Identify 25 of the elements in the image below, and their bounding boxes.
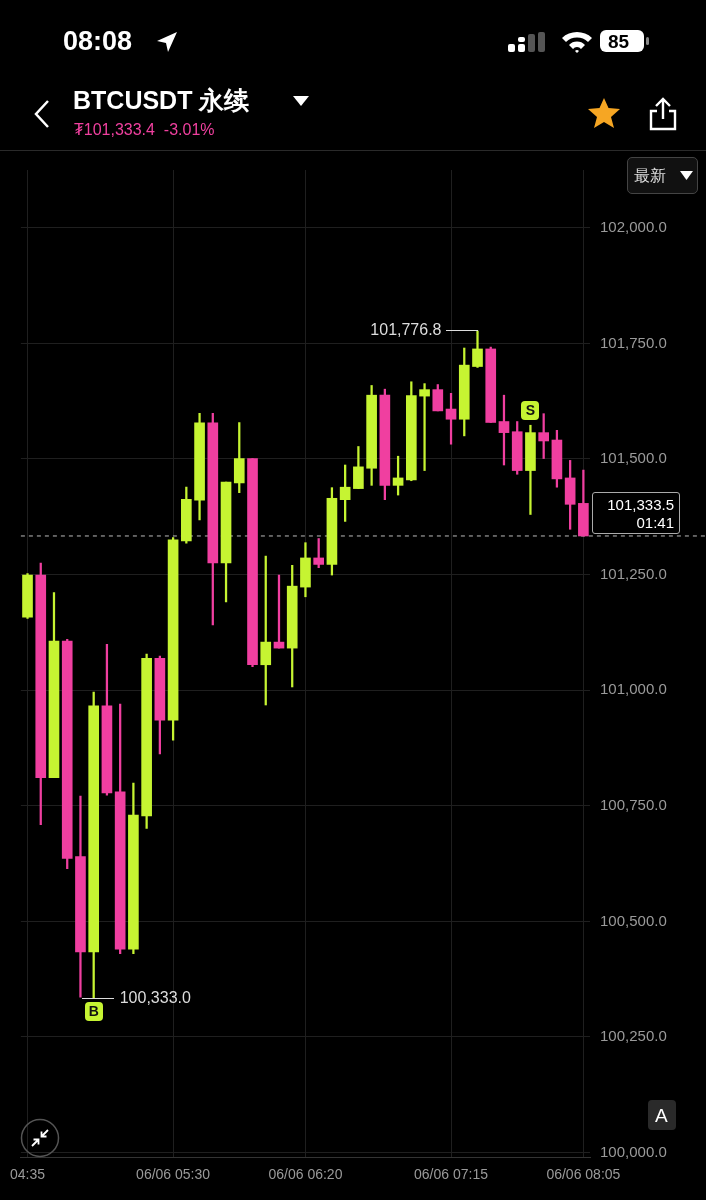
y-tick-label: 100,500.0 <box>600 911 667 929</box>
y-tick-label: 101,500.0 <box>600 449 667 467</box>
x-tick-label: 06/06 08:05 <box>546 1166 621 1183</box>
text: 08:08 <box>63 26 133 57</box>
price-box: 101,333.5 01:41 <box>592 491 680 534</box>
x-tick-label: 06/06 07:15 <box>414 1166 489 1183</box>
ref-line-label: 101,333.5 <box>607 495 674 513</box>
x-tick-label: 04:35 <box>9 1166 46 1183</box>
y-tick-label: 102,000.0 <box>600 217 667 235</box>
y-tick-label: 100,000.0 <box>600 1142 667 1160</box>
y-tick-label: 100,250.0 <box>600 1027 667 1045</box>
menu-button: 最新 <box>627 157 698 194</box>
auto-button: A <box>648 1100 676 1130</box>
letter-badge: S <box>521 401 540 421</box>
annotation: 101,776.8 <box>370 321 442 339</box>
y-tick-label: 101,250.0 <box>600 564 667 582</box>
chart-title: BTCUSDT 永续 <box>73 85 250 116</box>
annotation: 100,333.0 <box>119 988 191 1007</box>
x-tick-label: 06/06 06:20 <box>268 1166 343 1183</box>
y-tick-label: 101,000.0 <box>600 680 667 698</box>
y-tick-label: 101,750.0 <box>600 333 667 351</box>
letter-badge: B <box>84 1001 103 1021</box>
chart-subtitle: ₮101,333.4 -3.01% <box>74 121 215 139</box>
x-tick-label: 06/06 05:30 <box>136 1166 211 1183</box>
y-tick-label: 100,750.0 <box>600 795 667 813</box>
